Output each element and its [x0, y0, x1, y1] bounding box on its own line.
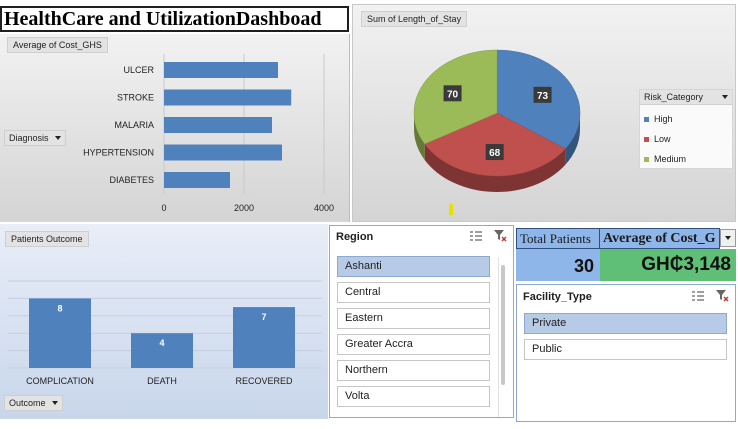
- legend-swatch: [644, 156, 649, 162]
- column-chart-plot: 8 COMPLICATION 4 DEATH 7 RECOVERED: [8, 280, 322, 386]
- region-slicer-header: Region: [330, 226, 513, 248]
- column-data-label: 8: [57, 303, 62, 313]
- clear-filter-icon[interactable]: [715, 289, 729, 305]
- bar-category-label: HYPERTENSION: [83, 148, 154, 158]
- bar[interactable]: [164, 144, 282, 161]
- region-slicer-item[interactable]: Greater Accra: [337, 334, 490, 355]
- bar[interactable]: [164, 89, 292, 106]
- pie-slice-side: [424, 143, 566, 192]
- bar-category-label: ULCER: [123, 65, 154, 75]
- facility-slicer-item[interactable]: Public: [524, 339, 727, 360]
- bar-category-label: STROKE: [117, 93, 154, 103]
- column-bar[interactable]: [233, 307, 295, 368]
- bar-field-tag[interactable]: Average of Cost_GHS: [7, 37, 108, 53]
- total-patients-label: Total Patients: [517, 229, 599, 248]
- pie-slice-side: [414, 113, 425, 160]
- dropdown-arrow-icon: [51, 401, 58, 405]
- pie-legend: Risk_Category High Low Medium: [639, 89, 733, 169]
- bar-tick-label: 4000: [314, 203, 334, 213]
- pie-field-tag[interactable]: Sum of Length_of_Stay: [361, 11, 468, 27]
- column-category-label: DEATH: [147, 376, 177, 386]
- bar-tick-label: 0: [161, 203, 166, 213]
- avg-cost-label: Average of Cost_G: [600, 229, 719, 248]
- bar[interactable]: [164, 117, 272, 133]
- col-field-tag[interactable]: Patients Outcome: [5, 231, 89, 247]
- legend-label: Medium: [654, 154, 687, 164]
- bar[interactable]: [164, 172, 230, 188]
- total-patients-label-cell: Total Patients: [516, 228, 600, 249]
- legend-entry[interactable]: Low: [644, 129, 732, 149]
- region-slicer-item[interactable]: Central: [337, 282, 490, 303]
- outcome-field-label: Outcome: [9, 398, 46, 408]
- pie-label-box: [533, 86, 552, 103]
- scrollbar-marker: [449, 204, 453, 215]
- legend-label: High: [654, 114, 673, 124]
- diagnosis-field-label: Diagnosis: [9, 133, 49, 143]
- avg-cost-dropdown-button[interactable]: [720, 229, 736, 247]
- pie-data-label: 70: [447, 89, 459, 100]
- avg-cost-value: GH₵3,148: [641, 254, 731, 275]
- pie-data-label: 73: [537, 91, 549, 102]
- bar-category-label: MALARIA: [114, 120, 154, 130]
- column-data-label: 4: [159, 338, 164, 348]
- pie-slice-side: [565, 113, 580, 165]
- diagnosis-field-button[interactable]: Diagnosis: [4, 130, 66, 146]
- region-slicer-item[interactable]: Volta: [337, 386, 490, 407]
- dashboard-title: HealthCare and UtilizationDashboad: [0, 6, 349, 32]
- avg-cost-label-cell: Average of Cost_G: [600, 228, 720, 249]
- pie-data-label: 68: [489, 148, 501, 159]
- legend-swatch: [644, 116, 649, 122]
- pie-chart-plot: 73 68 70: [413, 49, 581, 192]
- region-slicer[interactable]: Region Ashanti Central Eastern Greater Accr…: [329, 225, 514, 418]
- total-patients-value: 30: [573, 256, 594, 276]
- column-bar[interactable]: [29, 298, 91, 368]
- pie-label-box: [485, 144, 504, 161]
- column-bar[interactable]: [131, 333, 193, 368]
- region-scroll-thumb[interactable]: [501, 265, 505, 385]
- multi-select-icon[interactable]: [691, 290, 705, 305]
- bar-chart-plot: ULCER STROKE MALARIA HYPERTENSION DIABETES 0 2…: [83, 54, 334, 213]
- column-category-label: RECOVERED: [235, 376, 293, 386]
- total-patients-value-cell: 30: [516, 249, 600, 281]
- bar-category-label: DIABETES: [109, 175, 154, 185]
- length-of-stay-chart[interactable]: Sum of Length_of_Stay 73 68 70 Risk_Catego…: [352, 4, 736, 222]
- outcome-field-button[interactable]: Outcome: [4, 395, 63, 411]
- avg-cost-value-cell: GH₵3,148: [600, 249, 736, 281]
- facility-slicer-title: Facility_Type: [523, 291, 592, 303]
- risk-category-field-button[interactable]: Risk_Category: [640, 90, 732, 105]
- risk-category-label: Risk_Category: [644, 92, 704, 102]
- cost-by-diagnosis-chart[interactable]: Average of Cost_GHS Diagnosis ULCER STROK…: [0, 34, 350, 222]
- dropdown-arrow-icon: [725, 236, 731, 240]
- dropdown-arrow-icon: [54, 136, 61, 140]
- column-category-label: COMPLICATION: [26, 376, 94, 386]
- multi-select-icon[interactable]: [469, 230, 483, 245]
- dropdown-arrow-icon: [722, 95, 728, 99]
- facility-type-slicer[interactable]: Facility_Type Private Public: [516, 284, 736, 422]
- region-slicer-item[interactable]: Eastern: [337, 308, 490, 329]
- region-scrollbar[interactable]: [498, 257, 507, 417]
- region-slicer-item[interactable]: Northern: [337, 360, 490, 381]
- legend-entry[interactable]: Medium: [644, 149, 732, 169]
- pie-label-box: [443, 85, 462, 102]
- facility-slicer-item[interactable]: Private: [524, 313, 727, 334]
- bar[interactable]: [164, 62, 278, 78]
- region-slicer-title: Region: [336, 231, 374, 243]
- column-data-label: 7: [261, 312, 266, 322]
- region-slicer-item[interactable]: Ashanti: [337, 256, 490, 277]
- bar-tick-label: 2000: [234, 203, 254, 213]
- legend-label: Low: [654, 134, 671, 144]
- legend-entry[interactable]: High: [644, 109, 732, 129]
- patients-outcome-chart[interactable]: Patients Outcome Outcome 8 COMPLICATION 4 D…: [0, 224, 328, 419]
- facility-slicer-header: Facility_Type: [517, 285, 735, 309]
- legend-swatch: [644, 136, 649, 142]
- clear-filter-icon[interactable]: [493, 229, 507, 245]
